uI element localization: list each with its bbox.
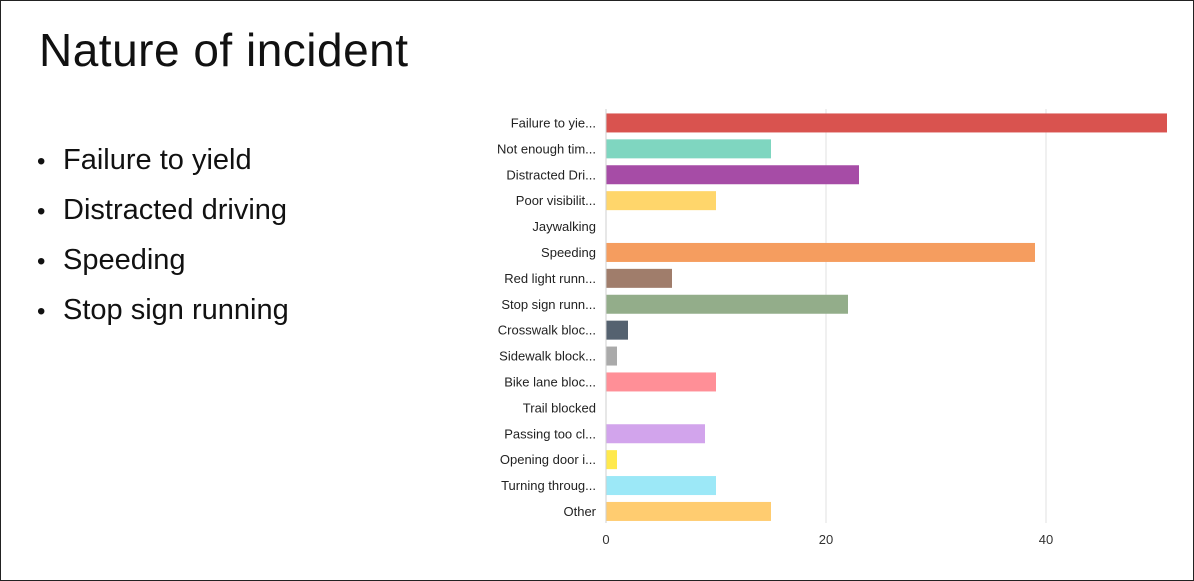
bullet-item: • Failure to yield bbox=[37, 135, 289, 185]
bar bbox=[606, 294, 848, 314]
bar bbox=[606, 450, 617, 470]
category-label: Turning throug... bbox=[501, 478, 596, 493]
category-label: Bike lane bloc... bbox=[504, 374, 596, 389]
category-label: Crosswalk bloc... bbox=[498, 323, 596, 338]
bullet-text: Failure to yield bbox=[63, 144, 252, 176]
category-label: Not enough tim... bbox=[497, 141, 596, 156]
bar bbox=[606, 113, 1167, 133]
bar bbox=[606, 424, 705, 444]
category-label: Trail blocked bbox=[523, 400, 596, 415]
x-tick-label: 0 bbox=[602, 532, 609, 547]
bullet-text: Stop sign running bbox=[63, 294, 289, 326]
category-label: Sidewalk block... bbox=[499, 349, 596, 364]
bullet-text: Distracted driving bbox=[63, 194, 288, 226]
bar bbox=[606, 191, 716, 211]
bullet-item: • Distracted driving bbox=[37, 185, 289, 235]
bar bbox=[606, 320, 628, 340]
bar bbox=[606, 268, 672, 288]
category-label: Jaywalking bbox=[532, 219, 596, 234]
category-label: Distracted Dri... bbox=[506, 167, 596, 182]
category-label: Passing too cl... bbox=[504, 426, 596, 441]
category-label: Speeding bbox=[541, 245, 596, 260]
bar bbox=[606, 165, 859, 185]
category-label: Stop sign runn... bbox=[501, 297, 596, 312]
bar bbox=[606, 242, 1035, 262]
bullet-item: • Speeding bbox=[37, 235, 289, 285]
slide-title: Nature of incident bbox=[39, 24, 409, 76]
x-tick-label: 20 bbox=[819, 532, 833, 547]
bullet-dot: • bbox=[37, 298, 46, 325]
category-label: Failure to yie... bbox=[511, 115, 596, 130]
bar bbox=[606, 346, 617, 366]
category-label: Poor visibilit... bbox=[516, 193, 596, 208]
bullet-item: • Stop sign running bbox=[37, 285, 289, 335]
bar bbox=[606, 501, 771, 521]
bullet-dot: • bbox=[37, 148, 46, 175]
bullet-dot: • bbox=[37, 198, 46, 225]
bar bbox=[606, 476, 716, 496]
bar bbox=[606, 372, 716, 392]
category-label: Other bbox=[563, 504, 596, 519]
category-label: Opening door i... bbox=[500, 452, 596, 467]
bullet-dot: • bbox=[37, 248, 46, 275]
bullet-text: Speeding bbox=[63, 244, 186, 276]
category-label: Red light runn... bbox=[504, 271, 596, 286]
bullet-list: • Failure to yield • Distracted driving • S… bbox=[37, 135, 289, 335]
x-tick-label: 40 bbox=[1039, 532, 1053, 547]
bar bbox=[606, 139, 771, 159]
